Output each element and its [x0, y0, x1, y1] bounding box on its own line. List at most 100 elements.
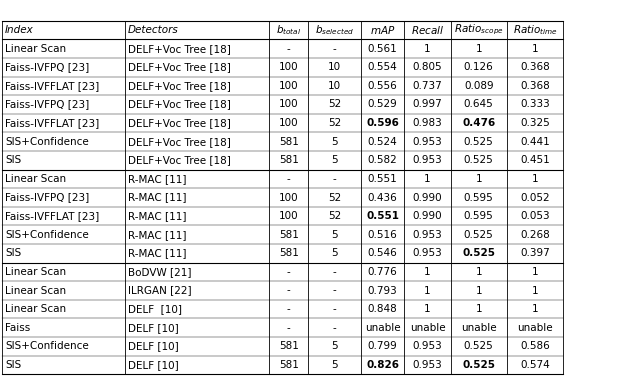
- Text: 100: 100: [279, 62, 298, 72]
- Text: 0.953: 0.953: [413, 137, 442, 147]
- Text: R-MAC [11]: R-MAC [11]: [128, 174, 186, 184]
- Text: Faiss-IVFPQ [23]: Faiss-IVFPQ [23]: [5, 192, 90, 203]
- Text: 1: 1: [476, 304, 482, 314]
- Text: 0.333: 0.333: [520, 99, 550, 110]
- Text: 1: 1: [476, 174, 482, 184]
- Text: 0.451: 0.451: [520, 155, 550, 165]
- Text: unable: unable: [517, 323, 553, 333]
- Text: DELF+Voc Tree [18]: DELF+Voc Tree [18]: [128, 81, 231, 91]
- Text: 0.848: 0.848: [368, 304, 397, 314]
- Text: Detectors: Detectors: [128, 25, 179, 35]
- Text: 10: 10: [328, 62, 341, 72]
- Text: R-MAC [11]: R-MAC [11]: [128, 230, 186, 240]
- Text: DELF+Voc Tree [18]: DELF+Voc Tree [18]: [128, 155, 231, 165]
- Text: 1: 1: [424, 44, 431, 54]
- Text: 1: 1: [476, 267, 482, 277]
- Text: Faiss-IVFFLAT [23]: Faiss-IVFFLAT [23]: [5, 118, 99, 128]
- Text: 0.561: 0.561: [368, 44, 397, 54]
- Text: 0.595: 0.595: [464, 211, 493, 221]
- Text: 0.516: 0.516: [368, 230, 397, 240]
- Text: DELF+Voc Tree [18]: DELF+Voc Tree [18]: [128, 137, 231, 147]
- Text: 581: 581: [278, 248, 299, 258]
- Text: SIS+Confidence: SIS+Confidence: [5, 137, 89, 147]
- Text: 0.582: 0.582: [368, 155, 397, 165]
- Text: 100: 100: [279, 81, 298, 91]
- Text: 0.525: 0.525: [462, 248, 495, 258]
- Text: 0.476: 0.476: [462, 118, 495, 128]
- Text: 581: 581: [278, 360, 299, 370]
- Text: 0.525: 0.525: [464, 341, 493, 351]
- Text: unable: unable: [461, 323, 497, 333]
- Text: 0.441: 0.441: [520, 137, 550, 147]
- Text: 1: 1: [424, 304, 431, 314]
- Text: 0.554: 0.554: [368, 62, 397, 72]
- Text: 0.525: 0.525: [464, 155, 493, 165]
- Text: 0.799: 0.799: [368, 341, 397, 351]
- Text: 5: 5: [332, 137, 338, 147]
- Text: 100: 100: [279, 118, 298, 128]
- Text: SIS+Confidence: SIS+Confidence: [5, 341, 89, 351]
- Text: 0.053: 0.053: [520, 211, 550, 221]
- Text: DELF+Voc Tree [18]: DELF+Voc Tree [18]: [128, 99, 231, 110]
- Text: DELF+Voc Tree [18]: DELF+Voc Tree [18]: [128, 44, 231, 54]
- Text: 0.397: 0.397: [520, 248, 550, 258]
- Text: 0.089: 0.089: [464, 81, 493, 91]
- Text: unable: unable: [410, 323, 445, 333]
- Text: SIS: SIS: [5, 155, 21, 165]
- Text: 1: 1: [424, 174, 431, 184]
- Text: 0.551: 0.551: [366, 211, 399, 221]
- Text: 52: 52: [328, 192, 341, 203]
- Text: 52: 52: [328, 99, 341, 110]
- Text: -: -: [287, 44, 291, 54]
- Text: 0.595: 0.595: [464, 192, 493, 203]
- Text: 5: 5: [332, 248, 338, 258]
- Text: 0.737: 0.737: [413, 81, 442, 91]
- Text: -: -: [287, 323, 291, 333]
- Text: 100: 100: [279, 192, 298, 203]
- Text: R-MAC [11]: R-MAC [11]: [128, 248, 186, 258]
- Text: 10: 10: [328, 81, 341, 91]
- Text: 0.556: 0.556: [368, 81, 397, 91]
- Text: 0.793: 0.793: [368, 285, 397, 296]
- Text: ILRGAN [22]: ILRGAN [22]: [128, 285, 191, 296]
- Text: 0.983: 0.983: [413, 118, 442, 128]
- Text: $Ratio_{scope}$: $Ratio_{scope}$: [454, 23, 504, 37]
- Text: Faiss-IVFPQ [23]: Faiss-IVFPQ [23]: [5, 99, 90, 110]
- Text: 1: 1: [532, 304, 538, 314]
- Text: Linear Scan: Linear Scan: [5, 44, 67, 54]
- Text: 5: 5: [332, 360, 338, 370]
- Text: -: -: [333, 304, 337, 314]
- Text: 0.525: 0.525: [464, 230, 493, 240]
- Text: 0.953: 0.953: [413, 155, 442, 165]
- Text: -: -: [333, 267, 337, 277]
- Text: $mAP$: $mAP$: [370, 24, 396, 36]
- Text: DELF  [10]: DELF [10]: [128, 304, 182, 314]
- Text: 1: 1: [532, 174, 538, 184]
- Text: SIS+Confidence: SIS+Confidence: [5, 230, 89, 240]
- Text: 0.126: 0.126: [464, 62, 493, 72]
- Text: 0.529: 0.529: [368, 99, 397, 110]
- Text: 0.368: 0.368: [520, 81, 550, 91]
- Text: 52: 52: [328, 211, 341, 221]
- Text: R-MAC [11]: R-MAC [11]: [128, 192, 186, 203]
- Text: Linear Scan: Linear Scan: [5, 267, 67, 277]
- Text: 1: 1: [476, 44, 482, 54]
- Text: 100: 100: [279, 99, 298, 110]
- Text: 1: 1: [532, 285, 538, 296]
- Text: 0.525: 0.525: [464, 137, 493, 147]
- Text: 0.997: 0.997: [413, 99, 442, 110]
- Text: 0.546: 0.546: [368, 248, 397, 258]
- Text: 0.990: 0.990: [413, 192, 442, 203]
- Text: 0.645: 0.645: [464, 99, 493, 110]
- Text: 0.524: 0.524: [368, 137, 397, 147]
- Text: 0.586: 0.586: [520, 341, 550, 351]
- Text: 0.436: 0.436: [368, 192, 397, 203]
- Text: Index: Index: [5, 25, 34, 35]
- Text: R-MAC [11]: R-MAC [11]: [128, 211, 186, 221]
- Text: DELF+Voc Tree [18]: DELF+Voc Tree [18]: [128, 62, 231, 72]
- Text: $b_{selected}$: $b_{selected}$: [315, 23, 355, 37]
- Text: 0.953: 0.953: [413, 248, 442, 258]
- Text: DELF+Voc Tree [18]: DELF+Voc Tree [18]: [128, 118, 231, 128]
- Text: 5: 5: [332, 155, 338, 165]
- Text: 0.325: 0.325: [520, 118, 550, 128]
